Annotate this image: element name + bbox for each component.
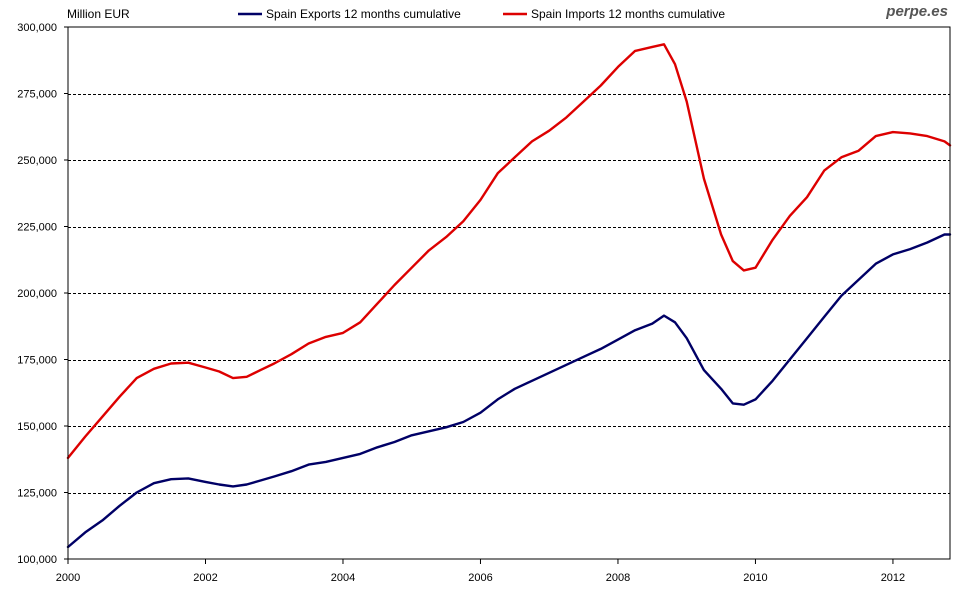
legend: Spain Exports 12 months cumulative Spain … xyxy=(238,7,725,21)
legend-label: Spain Exports 12 months cumulative xyxy=(266,7,461,21)
x-tick-label: 2008 xyxy=(606,572,630,584)
grid-lines xyxy=(68,94,950,494)
y-tick-label: 250,000 xyxy=(17,155,57,167)
y-axis-tick-labels: 100,000 125,000 150,000 175,000 200,000 225,0… xyxy=(17,22,68,566)
y-tick-label: 225,000 xyxy=(17,222,57,234)
series-exports-line xyxy=(66,233,952,549)
x-tick-label: 2006 xyxy=(468,572,492,584)
y-tick-label: 150,000 xyxy=(17,421,57,433)
y-tick-label: 275,000 xyxy=(17,89,57,101)
plot-area-border xyxy=(67,26,951,560)
x-axis-tick-labels: 2000 2002 2004 2006 2008 2010 2012 xyxy=(56,559,905,584)
series-lines xyxy=(66,43,952,549)
watermark-logo: perpe.es xyxy=(885,3,948,20)
y-tick-label: 300,000 xyxy=(17,22,57,34)
x-tick-label: 2000 xyxy=(56,572,80,584)
x-tick-label: 2004 xyxy=(331,572,355,584)
x-tick-label: 2002 xyxy=(193,572,217,584)
y-axis-unit-label: Million EUR xyxy=(67,7,130,21)
legend-label: Spain Imports 12 months cumulative xyxy=(531,7,725,21)
series-imports-line xyxy=(66,43,952,460)
y-tick-label: 125,000 xyxy=(17,488,57,500)
x-tick-label: 2010 xyxy=(743,572,767,584)
x-tick-label: 2012 xyxy=(881,572,905,584)
y-tick-label: 100,000 xyxy=(17,554,57,566)
y-tick-label: 200,000 xyxy=(17,288,57,300)
y-tick-label: 175,000 xyxy=(17,355,57,367)
